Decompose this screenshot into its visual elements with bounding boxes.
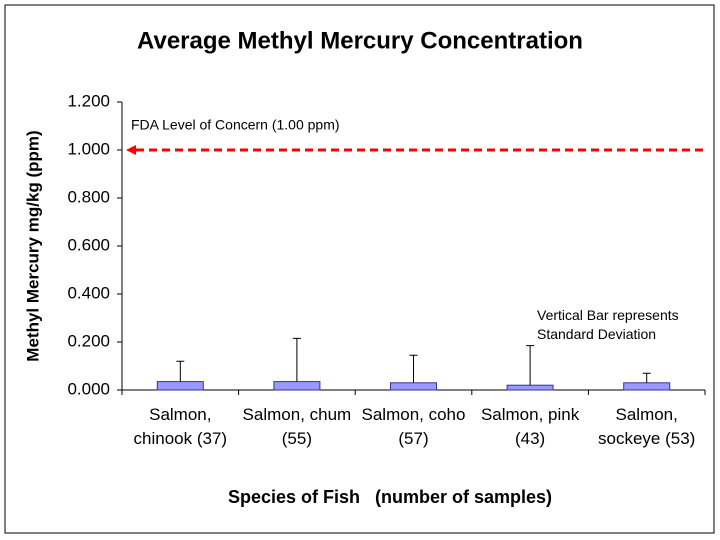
bar — [506, 384, 554, 391]
x-tick-label: Salmon, sockeye (53) — [598, 405, 696, 448]
error-bar — [292, 337, 301, 382]
y-tick-label: 0.000 — [67, 379, 110, 398]
x-tick-label: Salmon, coho (57) — [361, 405, 466, 448]
y-tick-label: 1.000 — [67, 139, 110, 158]
y-tick-label: 0.800 — [67, 187, 110, 206]
y-axis-label: Methyl Mercury mg/kg (ppm) — [23, 130, 42, 361]
x-tick-label: Salmon, pink (43) — [480, 405, 580, 448]
x-tick-label: Salmon, chinook (37) — [133, 405, 228, 448]
reference-label: FDA Level of Concern (1.00 ppm) — [131, 117, 340, 133]
bar — [623, 382, 671, 391]
error-bar — [409, 354, 418, 383]
chart-title: Average Methyl Mercury Concentration — [137, 27, 583, 54]
error-bar — [176, 360, 185, 382]
reference-arrow — [126, 145, 136, 155]
x-tick-label: Salmon, chum (55) — [242, 405, 352, 448]
bar — [390, 382, 437, 391]
bar — [273, 381, 321, 391]
y-tick-label: 1.200 — [67, 91, 110, 110]
bar — [156, 381, 204, 391]
error-bar — [642, 372, 651, 383]
x-axis-label: Species of Fish (number of samples) — [227, 487, 553, 507]
frame — [4, 4, 715, 534]
note: Vertical Bar represents Standard Deviati… — [537, 307, 679, 342]
y-tick-label: 0.200 — [67, 331, 110, 350]
y-tick-label: 0.600 — [67, 235, 110, 254]
y-tick-label: 0.400 — [67, 283, 110, 302]
error-bar — [526, 345, 535, 386]
